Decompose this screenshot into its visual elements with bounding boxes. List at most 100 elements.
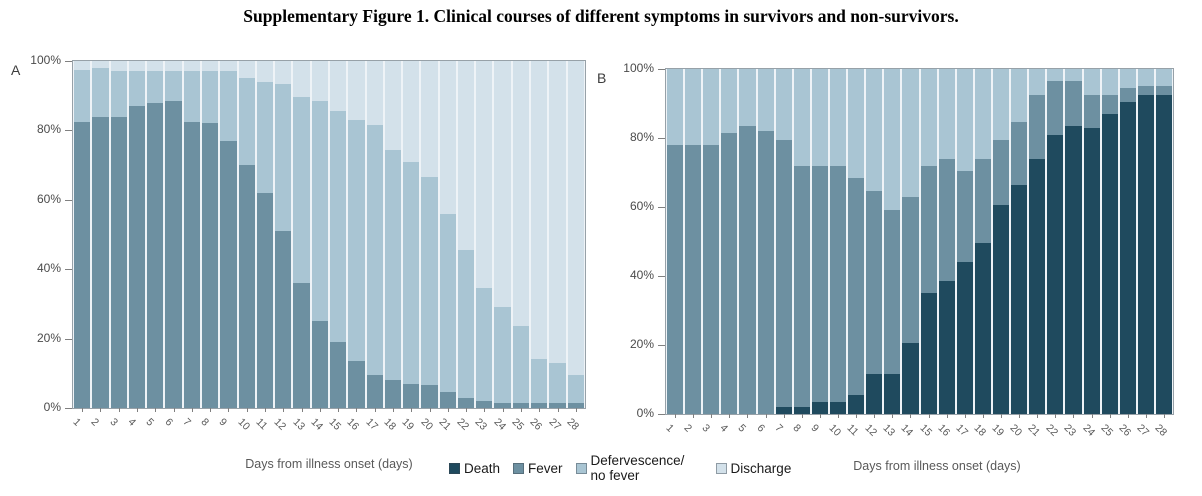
- y-tick-label-80: 80%: [36, 122, 61, 137]
- segment-defervescence-no-fever-day-10: [238, 78, 255, 166]
- y-tick-label-20: 20%: [36, 330, 61, 345]
- x-tick-mark: [356, 408, 358, 412]
- bar-day-9: [811, 69, 828, 414]
- segment-discharge-day-8: [201, 61, 219, 72]
- segment-defervescence-no-fever-day-26: [1119, 69, 1136, 88]
- segment-fever-day-17: [956, 170, 973, 263]
- x-tick-label-27: 27: [1134, 422, 1152, 439]
- segment-discharge-day-13: [293, 61, 310, 98]
- bar-day-18: [974, 69, 991, 414]
- x-tick-mark: [838, 414, 840, 418]
- bar-day-5: [739, 69, 756, 414]
- x-tick-label-11: 11: [844, 422, 861, 439]
- segment-fever-day-20: [1011, 122, 1028, 185]
- y-tick-label-80: 80%: [629, 130, 654, 144]
- segment-defervescence-no-fever-day-10: [829, 69, 847, 166]
- panel-a-x-axis: 1 2 3 4 5 6 7 8 9 10 11 12 13 14 15 16 17 18 19 20 21 22 23 24 2…: [70, 408, 585, 448]
- segment-death-day-23: [1065, 125, 1082, 414]
- segment-death-day-21: [1029, 158, 1046, 414]
- x-tick-label-6: 6: [162, 416, 175, 429]
- x-tick-mark: [283, 408, 285, 412]
- segment-defervescence-no-fever-day-13: [293, 97, 310, 284]
- figure-title: Supplementary Figure 1. Clinical courses…: [243, 6, 959, 26]
- x-tick-label-25: 25: [1098, 422, 1115, 439]
- segment-fever-day-12: [275, 231, 292, 408]
- y-tick-mark: [658, 276, 665, 277]
- segment-defervescence-no-fever-day-1: [667, 69, 684, 145]
- x-tick-mark: [1109, 414, 1111, 418]
- segment-fever-day-1: [74, 121, 91, 408]
- segment-defervescence-no-fever-day-5: [147, 71, 164, 103]
- x-tick-mark: [964, 414, 966, 418]
- bar-day-26: [1119, 69, 1136, 414]
- x-tick-label-26: 26: [527, 416, 545, 433]
- segment-fever-day-6: [165, 100, 182, 408]
- x-tick-mark: [982, 414, 984, 418]
- x-tick-mark: [502, 408, 504, 412]
- x-tick-label-21: 21: [1025, 422, 1043, 439]
- bar-day-20: [1011, 69, 1028, 414]
- x-tick-label-19: 19: [989, 422, 1007, 439]
- y-tick-mark: [658, 345, 665, 346]
- segment-defervescence-no-fever-day-22: [457, 250, 475, 398]
- x-tick-label-9: 9: [808, 422, 822, 435]
- bar-day-28: [1155, 69, 1173, 414]
- x-tick-label-13: 13: [290, 416, 307, 433]
- bar-day-6: [757, 69, 774, 414]
- bar-day-16: [348, 61, 365, 408]
- x-tick-mark: [1073, 414, 1075, 418]
- x-tick-label-17: 17: [953, 422, 971, 439]
- segment-discharge-day-25: [512, 61, 530, 327]
- x-tick-mark: [447, 408, 449, 412]
- y-tick-label-60: 60%: [36, 191, 61, 206]
- x-tick-label-6: 6: [754, 422, 767, 435]
- x-tick-label-14: 14: [308, 416, 326, 433]
- segment-defervescence-no-fever-day-9: [811, 69, 828, 166]
- segment-fever-day-9: [220, 140, 237, 408]
- x-tick-label-10: 10: [826, 422, 844, 439]
- segment-defervescence-no-fever-day-3: [110, 71, 127, 117]
- bar-day-3: [703, 69, 720, 414]
- segment-death-day-28: [1155, 94, 1173, 414]
- segment-fever-day-1: [667, 144, 684, 414]
- segment-defervescence-no-fever-day-24: [494, 307, 511, 403]
- segment-fever-day-23: [1065, 81, 1082, 126]
- segment-discharge-day-6: [165, 61, 182, 72]
- x-tick-mark: [265, 408, 266, 412]
- y-tick-mark: [65, 130, 72, 132]
- segment-defervescence-no-fever-day-22: [1047, 69, 1064, 82]
- bar-day-14: [902, 69, 919, 414]
- x-tick-label-11: 11: [253, 416, 270, 433]
- segment-death-day-8: [793, 407, 810, 414]
- x-tick-mark: [228, 408, 230, 412]
- bar-day-24: [1083, 69, 1100, 414]
- x-tick-label-4: 4: [125, 416, 139, 429]
- segment-defervescence-no-fever-day-1: [74, 69, 91, 122]
- x-tick-label-9: 9: [216, 416, 230, 429]
- bar-day-12: [275, 61, 292, 408]
- bar-day-25: [1101, 69, 1118, 414]
- segment-defervescence-no-fever-day-12: [866, 69, 883, 192]
- bar-day-3: [110, 61, 127, 408]
- segment-defervescence-no-fever-day-27: [549, 362, 566, 403]
- segment-fever-day-25: [512, 402, 530, 408]
- bar-day-11: [848, 69, 865, 414]
- segment-defervescence-no-fever-day-9: [220, 71, 237, 141]
- segment-defervescence-no-fever-day-6: [757, 69, 774, 132]
- x-tick-label-28: 28: [1152, 422, 1170, 439]
- x-tick-label-17: 17: [363, 416, 380, 433]
- segment-defervescence-no-fever-day-27: [1137, 69, 1154, 87]
- x-tick-mark: [246, 408, 248, 412]
- bar-day-10: [238, 61, 255, 408]
- x-tick-mark: [928, 414, 930, 418]
- x-tick-label-27: 27: [546, 416, 563, 433]
- bar-day-1: [667, 69, 684, 414]
- x-tick-label-1: 1: [70, 416, 84, 429]
- segment-discharge-day-19: [403, 61, 420, 162]
- bar-day-20: [421, 61, 438, 408]
- x-tick-label-23: 23: [1061, 422, 1079, 439]
- bar-day-9: [220, 61, 237, 408]
- bar-day-8: [201, 61, 219, 408]
- bar-day-25: [512, 61, 530, 408]
- legend-item-discharge: Discharge: [715, 461, 791, 476]
